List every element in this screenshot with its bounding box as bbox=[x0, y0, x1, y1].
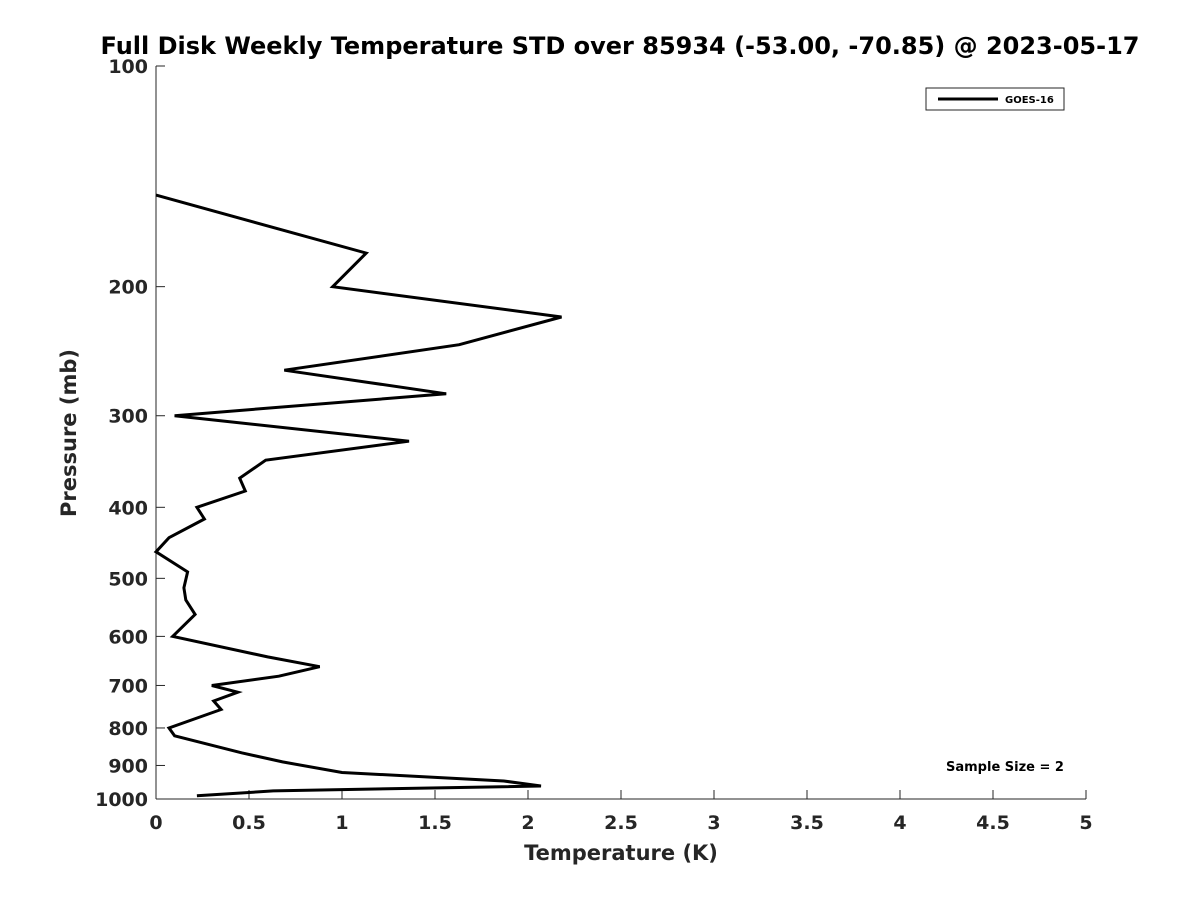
x-tick-label: 4.5 bbox=[976, 812, 1010, 834]
y-tick-label: 600 bbox=[108, 626, 148, 648]
y-tick-label: 800 bbox=[108, 718, 148, 740]
x-tick-label: 1.5 bbox=[418, 812, 452, 834]
x-tick-label: 3.5 bbox=[790, 812, 824, 834]
legend: GOES-16 bbox=[925, 87, 1065, 111]
x-tick-label: 4 bbox=[893, 812, 906, 834]
y-tick-label: 700 bbox=[108, 675, 148, 697]
x-tick-label: 3 bbox=[707, 812, 720, 834]
y-tick-label: 200 bbox=[108, 277, 148, 299]
legend-label-goes-16: GOES-16 bbox=[1005, 95, 1054, 106]
series-layer bbox=[153, 193, 562, 798]
x-tick-label: 0 bbox=[149, 812, 162, 834]
y-axis-label: Pressure (mb) bbox=[57, 349, 81, 517]
x-tick-label: 2 bbox=[521, 812, 534, 834]
x-ticks: 0 0.5 1 1.5 2 2.5 3 3.5 4 4.5 5 bbox=[149, 790, 1093, 834]
x-axis-label: Temperature (K) bbox=[524, 841, 718, 865]
y-tick-label: 300 bbox=[108, 406, 148, 428]
y-tick-label: 500 bbox=[108, 568, 148, 590]
y-tick-label: 1000 bbox=[95, 789, 148, 811]
y-tick-label: 400 bbox=[108, 497, 148, 519]
x-tick-label: 1 bbox=[335, 812, 348, 834]
sample-size-annotation: Sample Size = 2 bbox=[946, 760, 1064, 775]
y-tick-label: 900 bbox=[108, 755, 148, 777]
x-tick-label: 2.5 bbox=[604, 812, 638, 834]
y-tick-label: 100 bbox=[108, 56, 148, 78]
x-tick-label: 5 bbox=[1079, 812, 1092, 834]
y-ticks: 100 200 300 400 500 600 700 800 900 1000 bbox=[95, 56, 165, 811]
x-tick-label: 0.5 bbox=[232, 812, 266, 834]
chart-title: Full Disk Weekly Temperature STD over 85… bbox=[101, 32, 1140, 60]
series-line-goes-16 bbox=[153, 193, 562, 798]
